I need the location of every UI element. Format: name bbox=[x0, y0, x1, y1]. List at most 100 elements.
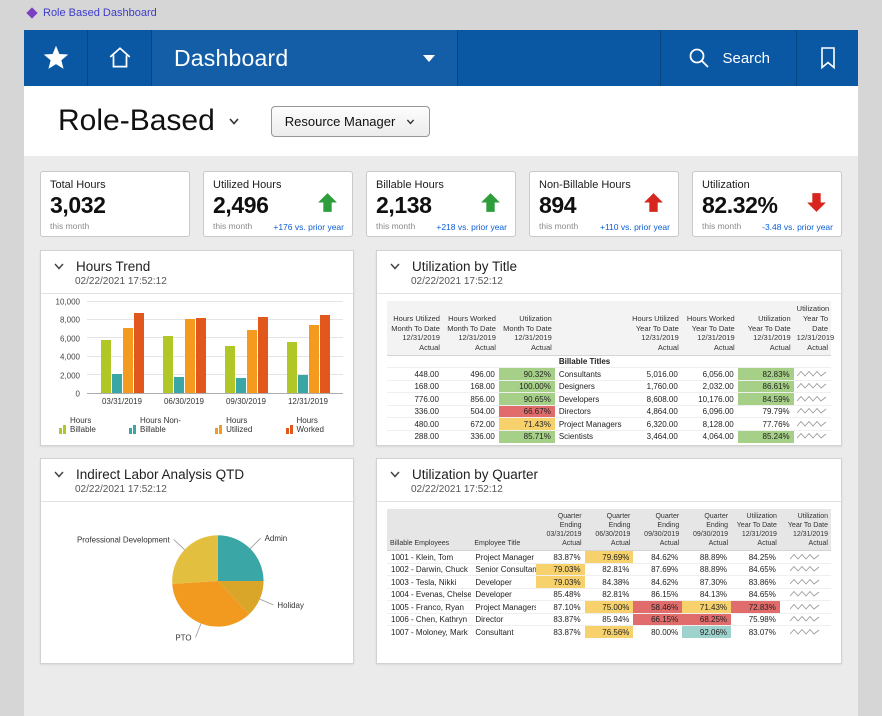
bar-hours-worked bbox=[133, 312, 144, 393]
bookmark-icon bbox=[820, 47, 835, 70]
indirect-labor-pie: Admin Holiday PTO Professional Development bbox=[51, 509, 343, 652]
kpi-row: Total Hours 3,032 this month Utilized Hours… bbox=[40, 171, 842, 237]
employee-title-link[interactable]: Consultant bbox=[471, 625, 536, 639]
utilization-cell: 83.87% bbox=[535, 625, 585, 639]
employee-title-link[interactable]: Director bbox=[471, 612, 536, 626]
collapse-chevron-icon[interactable] bbox=[51, 466, 67, 482]
employee-title-link[interactable]: Project Managers bbox=[471, 600, 536, 614]
kpi-card-4[interactable]: Utilization 82.32% this month -3.48 vs. pri… bbox=[692, 171, 842, 237]
title-link[interactable]: Developers bbox=[554, 392, 626, 406]
title-link[interactable]: Directors bbox=[554, 404, 626, 418]
title-link[interactable]: Scientists bbox=[554, 429, 626, 443]
role-selector-caret-icon bbox=[407, 118, 415, 125]
desktop: { "palette": { "nav_blue": "#0a58a4", "l… bbox=[24, 7, 858, 716]
star-icon bbox=[43, 45, 68, 69]
column-header: Quarter Ending 09/30/2019 Actual bbox=[682, 509, 732, 552]
kpi-label: Non-Billable Hours bbox=[539, 179, 631, 191]
utilization-cell: 85.71% bbox=[498, 429, 555, 443]
employee-link[interactable]: 1005 - Franco, Ryan bbox=[387, 600, 472, 614]
bookmark-button[interactable] bbox=[796, 30, 858, 86]
employee-link[interactable]: 1007 - Moloney, Mark bbox=[387, 625, 472, 639]
utilization-cell: 88.89% bbox=[682, 562, 732, 576]
table-row: 288.00 336.00 85.71% Scientists 3,464.00 4,06… bbox=[387, 429, 831, 443]
utilization-cell: 90.32% bbox=[498, 367, 555, 381]
pie-slice-pto bbox=[172, 580, 250, 627]
pie-slice-label: Admin bbox=[265, 534, 288, 543]
navbar: Dashboard Search bbox=[24, 30, 858, 86]
bar-group-12/31/2019 bbox=[286, 302, 330, 393]
table-row: 1001 - Klein, Tom Project Manager 83.87% 79… bbox=[387, 550, 831, 564]
metric-cell: 168.00 bbox=[387, 379, 443, 393]
utilization-cell: 79.79% bbox=[737, 404, 794, 418]
pie-leader-line bbox=[249, 537, 261, 549]
kpi-delta: +218 vs. prior year bbox=[436, 222, 507, 232]
kpi-card-0[interactable]: Total Hours 3,032 this month bbox=[40, 171, 190, 237]
employee-title-link[interactable]: Developer bbox=[471, 575, 536, 589]
search-label: Search bbox=[722, 49, 770, 67]
kpi-card-2[interactable]: Billable Hours 2,138 this month +218 vs. pr… bbox=[366, 171, 516, 237]
employee-link[interactable]: 1002 - Darwin, Chuck bbox=[387, 562, 472, 576]
metric-cell: 288.00 bbox=[387, 429, 443, 443]
utilization-cell: 66.67% bbox=[498, 404, 555, 418]
dashboard-selector[interactable]: Dashboard bbox=[152, 30, 458, 86]
divider bbox=[41, 501, 353, 502]
utilization-cell: 66.15% bbox=[633, 612, 683, 626]
utilization-cell: 82.81% bbox=[584, 562, 634, 576]
panel-utilization-by-quarter: Utilization by Quarter 02/22/2021 17:52:… bbox=[376, 458, 842, 664]
favicon-diamond-icon bbox=[26, 7, 38, 19]
metric-cell: 2,032.00 bbox=[681, 379, 738, 393]
collapse-chevron-icon[interactable] bbox=[387, 466, 403, 482]
kpi-subtitle: this month bbox=[50, 221, 90, 231]
pie-leader-line bbox=[195, 623, 202, 638]
role-selector[interactable]: Resource Manager bbox=[270, 105, 431, 137]
kpi-subtitle: this month bbox=[213, 221, 253, 231]
employee-link[interactable]: 1003 - Tesla, Nikki bbox=[387, 575, 472, 589]
title-link[interactable]: Designers bbox=[554, 379, 626, 393]
sparkline bbox=[790, 590, 820, 597]
table-row: 336.00 504.00 66.67% Directors 4,864.00 6,096… bbox=[387, 404, 831, 418]
utilization-cell: 79.03% bbox=[535, 562, 585, 576]
utilization-cell: 84.65% bbox=[731, 562, 780, 576]
utilization-cell: 85.48% bbox=[535, 587, 585, 601]
kpi-value: 82.32% bbox=[702, 192, 778, 218]
employee-title-link[interactable]: Developer bbox=[471, 587, 536, 601]
table-row: 448.00 496.00 90.32% Consultants 5,016.00 6,0… bbox=[387, 367, 831, 381]
bar-hours-worked bbox=[319, 314, 330, 393]
sparkline bbox=[796, 395, 827, 402]
group-row: Billable Titles bbox=[387, 354, 831, 368]
legend-item: Hours Non-Billable bbox=[129, 416, 201, 434]
employee-title-link[interactable]: Senior Consultant bbox=[471, 562, 536, 576]
y-tick-label: 4,000 bbox=[59, 352, 80, 362]
sparkline bbox=[796, 420, 827, 427]
y-tick-label: 6,000 bbox=[59, 334, 80, 344]
kpi-value: 2,496 bbox=[213, 192, 269, 218]
collapse-chevron-icon[interactable] bbox=[51, 258, 67, 274]
utilization-cell: 82.83% bbox=[737, 367, 794, 381]
employee-link[interactable]: 1004 - Evenas, Chelsea bbox=[387, 587, 472, 601]
divider bbox=[41, 293, 353, 294]
metric-cell: 1,760.00 bbox=[625, 379, 682, 393]
x-tick-label: 12/31/2019 bbox=[287, 397, 329, 406]
pie-leader-line bbox=[259, 598, 274, 606]
bar-hours-utilized bbox=[246, 330, 257, 393]
employee-link[interactable]: 1006 - Chen, Kathryn bbox=[387, 612, 472, 626]
employee-link[interactable]: 1001 - Klein, Tom bbox=[387, 550, 472, 564]
title-link[interactable]: Project Managers bbox=[554, 417, 626, 431]
title-link[interactable]: Consultants bbox=[554, 367, 626, 381]
kpi-card-1[interactable]: Utilized Hours 2,496 this month +176 vs. pr… bbox=[203, 171, 353, 237]
column-header: Employee Title bbox=[471, 509, 536, 552]
employee-title-link[interactable]: Project Manager bbox=[471, 550, 536, 564]
x-tick-label: 09/30/2019 bbox=[225, 397, 267, 406]
sparkline bbox=[790, 603, 820, 610]
page-title-dropdown[interactable]: Role-Based bbox=[58, 104, 241, 138]
legend-item: Hours Utilized bbox=[215, 416, 271, 434]
collapse-chevron-icon[interactable] bbox=[387, 258, 403, 274]
app-title: Role Based Dashboard bbox=[43, 7, 157, 19]
column-header: Utilization Year To Date 12/31/2019 Actu… bbox=[731, 509, 780, 552]
favorites-button[interactable] bbox=[24, 30, 88, 86]
search-button[interactable]: Search bbox=[660, 30, 796, 86]
panel-timestamp: 02/22/2021 17:52:12 bbox=[411, 276, 503, 287]
home-button[interactable] bbox=[88, 30, 152, 86]
kpi-card-3[interactable]: Non-Billable Hours 894 this month +110 vs. … bbox=[529, 171, 679, 237]
